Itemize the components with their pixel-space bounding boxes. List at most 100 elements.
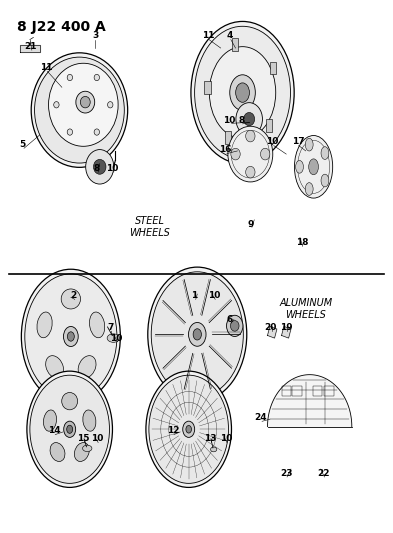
Ellipse shape (80, 96, 90, 108)
Ellipse shape (305, 183, 313, 196)
Ellipse shape (83, 410, 96, 431)
Ellipse shape (49, 63, 118, 146)
Text: 10: 10 (91, 434, 103, 443)
Text: 21: 21 (24, 42, 37, 51)
Ellipse shape (230, 75, 255, 110)
Text: 1: 1 (191, 291, 198, 300)
Text: 18: 18 (296, 238, 308, 247)
Polygon shape (281, 326, 291, 338)
Text: 15: 15 (77, 434, 90, 443)
Ellipse shape (64, 421, 75, 438)
Text: 17: 17 (292, 138, 304, 147)
Ellipse shape (236, 83, 250, 102)
Text: 3: 3 (92, 31, 98, 41)
Bar (292, 386, 302, 397)
Ellipse shape (193, 329, 202, 340)
Bar (266, 119, 272, 132)
Text: 11: 11 (202, 31, 215, 41)
Text: 24: 24 (255, 413, 267, 422)
Ellipse shape (183, 421, 195, 438)
Text: 10: 10 (220, 434, 232, 443)
Text: 10: 10 (110, 334, 123, 343)
Ellipse shape (64, 327, 78, 346)
Text: 22: 22 (317, 469, 330, 478)
Ellipse shape (195, 26, 290, 159)
Ellipse shape (61, 289, 81, 309)
Text: 20: 20 (264, 323, 277, 332)
Ellipse shape (146, 371, 231, 487)
Ellipse shape (321, 147, 329, 159)
Ellipse shape (211, 447, 217, 452)
Ellipse shape (321, 174, 329, 187)
Polygon shape (20, 45, 40, 52)
Ellipse shape (46, 356, 64, 378)
Ellipse shape (90, 312, 105, 338)
Text: 13: 13 (204, 434, 217, 443)
Ellipse shape (83, 445, 92, 451)
Ellipse shape (191, 21, 294, 164)
Text: 10: 10 (107, 164, 119, 173)
Text: STEEL
WHEELS: STEEL WHEELS (129, 216, 170, 238)
Bar (204, 81, 211, 94)
Ellipse shape (294, 135, 333, 198)
Bar (313, 386, 322, 397)
Bar (225, 131, 231, 144)
Text: 8: 8 (238, 116, 244, 125)
Ellipse shape (305, 138, 313, 151)
Ellipse shape (261, 148, 270, 160)
Ellipse shape (236, 103, 263, 135)
Ellipse shape (186, 425, 191, 433)
Bar (281, 386, 291, 397)
Ellipse shape (78, 356, 96, 378)
Text: 9: 9 (248, 220, 254, 229)
Bar (270, 61, 276, 75)
Ellipse shape (296, 160, 303, 173)
Text: 19: 19 (280, 323, 292, 332)
Text: 23: 23 (280, 469, 292, 478)
Ellipse shape (67, 129, 73, 135)
Ellipse shape (226, 316, 243, 336)
Ellipse shape (230, 320, 239, 331)
Ellipse shape (149, 375, 228, 483)
Ellipse shape (94, 75, 99, 80)
Bar (232, 38, 239, 51)
Ellipse shape (37, 312, 52, 338)
Ellipse shape (189, 322, 206, 346)
Ellipse shape (54, 102, 59, 108)
Text: 12: 12 (167, 426, 179, 435)
Ellipse shape (21, 269, 120, 404)
Text: 10: 10 (224, 116, 236, 125)
Polygon shape (268, 326, 277, 338)
Polygon shape (268, 375, 352, 426)
Ellipse shape (27, 371, 112, 487)
Text: 7: 7 (107, 323, 114, 332)
Ellipse shape (209, 47, 276, 139)
Text: 2: 2 (70, 291, 77, 300)
Ellipse shape (76, 91, 95, 113)
Ellipse shape (67, 425, 73, 433)
Ellipse shape (31, 53, 128, 167)
Ellipse shape (94, 129, 99, 135)
Text: 14: 14 (48, 426, 61, 435)
Ellipse shape (86, 150, 114, 184)
Ellipse shape (30, 375, 110, 483)
Bar (325, 386, 334, 397)
Text: 8 J22 400 A: 8 J22 400 A (17, 20, 106, 34)
Ellipse shape (67, 75, 73, 80)
Ellipse shape (246, 130, 255, 142)
Text: ALUMINUM
WHEELS: ALUMINUM WHEELS (279, 298, 332, 320)
Ellipse shape (62, 392, 78, 410)
Ellipse shape (228, 126, 273, 182)
Ellipse shape (107, 334, 119, 342)
Ellipse shape (35, 57, 124, 163)
Text: 5: 5 (20, 140, 26, 149)
Ellipse shape (94, 159, 106, 174)
Ellipse shape (244, 112, 255, 126)
Ellipse shape (309, 159, 318, 175)
Text: 10: 10 (266, 138, 279, 147)
Ellipse shape (67, 332, 74, 341)
Text: 11: 11 (40, 63, 53, 72)
Text: 6: 6 (226, 315, 233, 324)
Ellipse shape (25, 274, 117, 399)
Text: 10: 10 (208, 291, 220, 300)
